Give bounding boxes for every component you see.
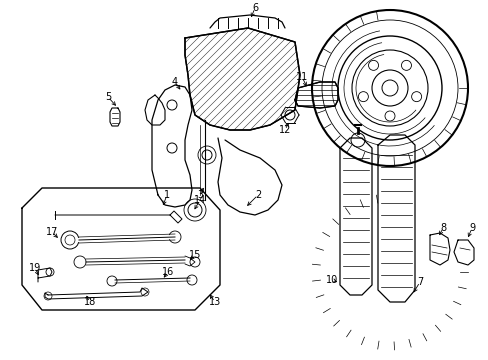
Text: 15: 15	[188, 250, 201, 260]
Text: 18: 18	[84, 297, 96, 307]
Text: 10: 10	[325, 275, 337, 285]
Text: 3: 3	[197, 190, 203, 200]
Text: 11: 11	[295, 72, 307, 82]
Text: 17: 17	[46, 227, 58, 237]
Text: 5: 5	[104, 92, 111, 102]
Text: 4: 4	[172, 77, 178, 87]
Text: 16: 16	[162, 267, 174, 277]
Text: 1: 1	[163, 190, 170, 200]
Text: 8: 8	[439, 223, 445, 233]
Text: 2: 2	[254, 190, 261, 200]
Text: 9: 9	[468, 223, 474, 233]
Text: 6: 6	[251, 3, 258, 13]
Text: 12: 12	[278, 125, 290, 135]
Text: 7: 7	[416, 277, 422, 287]
Text: 19: 19	[29, 263, 41, 273]
Text: 14: 14	[193, 195, 206, 205]
Text: 13: 13	[208, 297, 221, 307]
